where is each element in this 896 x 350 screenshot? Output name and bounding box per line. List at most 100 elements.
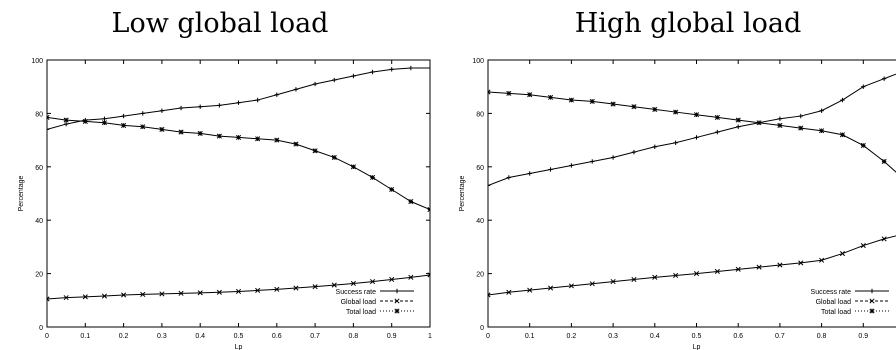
data-point [178,129,184,135]
data-point [488,183,491,188]
data-point [197,130,203,136]
data-point [312,284,318,290]
data-point [102,116,107,121]
x-tick-label: 0.1 [525,333,535,340]
data-point [694,135,699,140]
data-point [819,128,825,134]
data-point [63,121,69,127]
data-point [610,279,616,285]
data-point [506,175,512,180]
data-point [777,262,783,268]
data-point [159,108,165,113]
data-point [547,285,554,291]
series-total-load [47,114,430,213]
x-tick-label: 0.6 [272,333,282,340]
data-point [652,274,658,280]
plot-frame [46,59,431,328]
x-tick-label: 0.2 [567,333,577,340]
data-point [527,92,533,98]
data-point [369,174,376,181]
data-point [101,120,108,126]
data-point [293,285,299,291]
series-line [47,116,430,210]
data-point [819,257,825,263]
data-point [331,282,337,288]
data-point [197,290,203,296]
series-global-load [47,272,430,302]
data-point [736,124,741,129]
series-line [488,73,896,186]
data-point [589,98,595,104]
data-point [312,148,318,154]
data-point [408,198,414,205]
y-tick-label: 20 [476,272,484,279]
data-point [255,136,261,142]
data-point [881,236,887,242]
data-point [610,101,616,107]
data-point [652,144,657,149]
y-tick-label: 0 [480,325,484,332]
data-point [255,287,261,293]
data-point [798,125,804,131]
data-point [547,94,554,100]
data-point [47,296,50,302]
data-point [198,104,203,109]
data-point [274,137,280,143]
data-point [159,291,165,297]
x-tick-label: 0.8 [817,333,827,340]
legend-label: Success rate [811,289,852,296]
data-point [735,266,741,272]
data-point [527,287,533,293]
data-point [63,295,69,301]
data-point [140,291,146,297]
x-tick-label: 1 [428,333,432,340]
series-global-load [488,235,896,298]
data-point [47,127,50,132]
legend: Success rate Global load Total load [336,288,414,316]
data-point [331,154,337,161]
data-point [312,81,318,87]
x-tick-label: 0.2 [119,333,129,340]
data-point [839,251,846,257]
y-tick-label: 80 [35,111,43,118]
data-point [293,87,299,92]
data-point [568,97,574,103]
data-point [293,141,299,147]
x-tick-label: 0.8 [349,333,359,340]
x-tick-label: 0.3 [157,333,167,340]
data-point [839,132,846,138]
data-point [350,164,356,170]
legend-label: Total load [821,309,851,316]
x-axis-label: Lp [693,344,701,350]
data-point [506,289,512,295]
data-point [350,280,356,287]
x-tick-label: 0.6 [733,333,743,340]
x-tick-label: 0.4 [650,333,660,340]
y-tick-label: 40 [35,218,43,225]
chart-panel-low-load: Low global load 0 20 40 60 80 100 0 0.1 0.2 0.3 0.… [0,0,440,350]
data-point [408,274,414,280]
x-tick-label: 0 [45,333,49,340]
data-point [159,126,165,132]
legend-label: Global load [816,299,852,306]
data-point [652,106,658,112]
data-point [488,292,491,298]
legend-marker [869,298,875,304]
y-tick-label: 20 [35,272,43,279]
data-point [389,67,394,72]
data-point [235,134,242,140]
data-point [82,118,88,124]
data-point [610,155,616,160]
series-line [488,235,896,296]
data-point [82,294,88,300]
data-point [631,104,637,110]
legend-label: Global load [341,299,377,306]
data-point [216,133,222,139]
data-point [860,243,866,249]
chart-title: High global load [574,8,802,39]
chart-panel-high-load: High global load 0 20 40 60 80 100 0 0.1 0.2 0.3 0… [448,0,896,350]
data-point [589,281,595,287]
data-point [673,140,678,145]
data-point [63,117,69,123]
data-point [178,105,184,111]
